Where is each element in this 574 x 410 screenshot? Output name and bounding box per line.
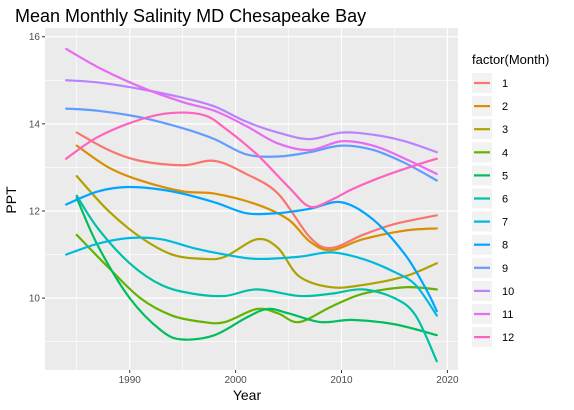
minor-gridlines <box>45 28 458 370</box>
legend-label: 4 <box>502 147 508 159</box>
legend-item-month-10: 10 <box>472 280 514 301</box>
series-line-month-4 <box>75 233 438 325</box>
legend-label: 11 <box>502 309 513 321</box>
series-line-month-6 <box>75 194 438 363</box>
x-tick-label: 2020 <box>436 375 459 386</box>
x-tick-label: 1990 <box>119 375 142 386</box>
series-line-month-10 <box>65 79 438 154</box>
legend-label: 8 <box>502 240 508 252</box>
legend-item-month-4: 4 <box>472 142 508 163</box>
axis-ticks <box>42 36 448 373</box>
y-tick-label: 10 <box>29 294 41 305</box>
y-tick-label: 14 <box>29 119 41 130</box>
x-axis-title: Year <box>233 387 262 403</box>
legend-label: 1 <box>502 78 508 90</box>
series-line-month-8 <box>65 185 438 313</box>
y-tick-label: 16 <box>29 32 41 43</box>
y-tick-labels: 10 12 14 16 <box>29 32 41 304</box>
x-tick-label: 2010 <box>330 375 353 386</box>
legend-item-month-1: 1 <box>472 73 508 93</box>
x-tick-label: 2000 <box>224 375 247 386</box>
legend-label: 3 <box>502 124 508 136</box>
series-line-month-2 <box>75 144 438 252</box>
series-layer <box>65 47 438 363</box>
legend-item-month-2: 2 <box>472 96 508 117</box>
series-line-month-5 <box>75 196 438 341</box>
chart-title: Mean Monthly Salinity MD Chesapeake Bay <box>15 6 366 26</box>
legend-label: 7 <box>502 217 508 229</box>
legend-item-month-8: 8 <box>472 234 508 255</box>
series-line-month-1 <box>75 131 438 250</box>
legend-label: 5 <box>502 170 508 182</box>
y-tick-label: 12 <box>29 206 41 217</box>
x-tick-labels: 1990 2000 2010 2020 <box>119 375 459 386</box>
series-line-month-7 <box>65 236 438 317</box>
legend-label: 9 <box>502 263 508 275</box>
series-line-month-11 <box>65 47 438 176</box>
legend-label: 2 <box>502 101 508 113</box>
legend-title: factor(Month) <box>472 52 549 67</box>
legend-item-month-11: 11 <box>472 304 513 324</box>
legend-item-month-3: 3 <box>472 119 508 140</box>
legend-item-month-5: 5 <box>472 165 508 186</box>
series-line-month-12 <box>65 111 438 209</box>
major-gridlines <box>45 28 458 370</box>
legend-item-month-6: 6 <box>472 188 508 209</box>
y-axis-title: PPT <box>3 186 19 214</box>
legend-label: 12 <box>502 332 514 344</box>
series-line-month-9 <box>65 107 438 182</box>
legend-label: 6 <box>502 194 508 206</box>
legend-item-month-7: 7 <box>472 211 508 232</box>
legend-item-month-12: 12 <box>472 327 514 348</box>
legend-item-month-9: 9 <box>472 257 508 278</box>
legend-label: 10 <box>502 286 514 298</box>
plot-panel <box>45 28 458 370</box>
